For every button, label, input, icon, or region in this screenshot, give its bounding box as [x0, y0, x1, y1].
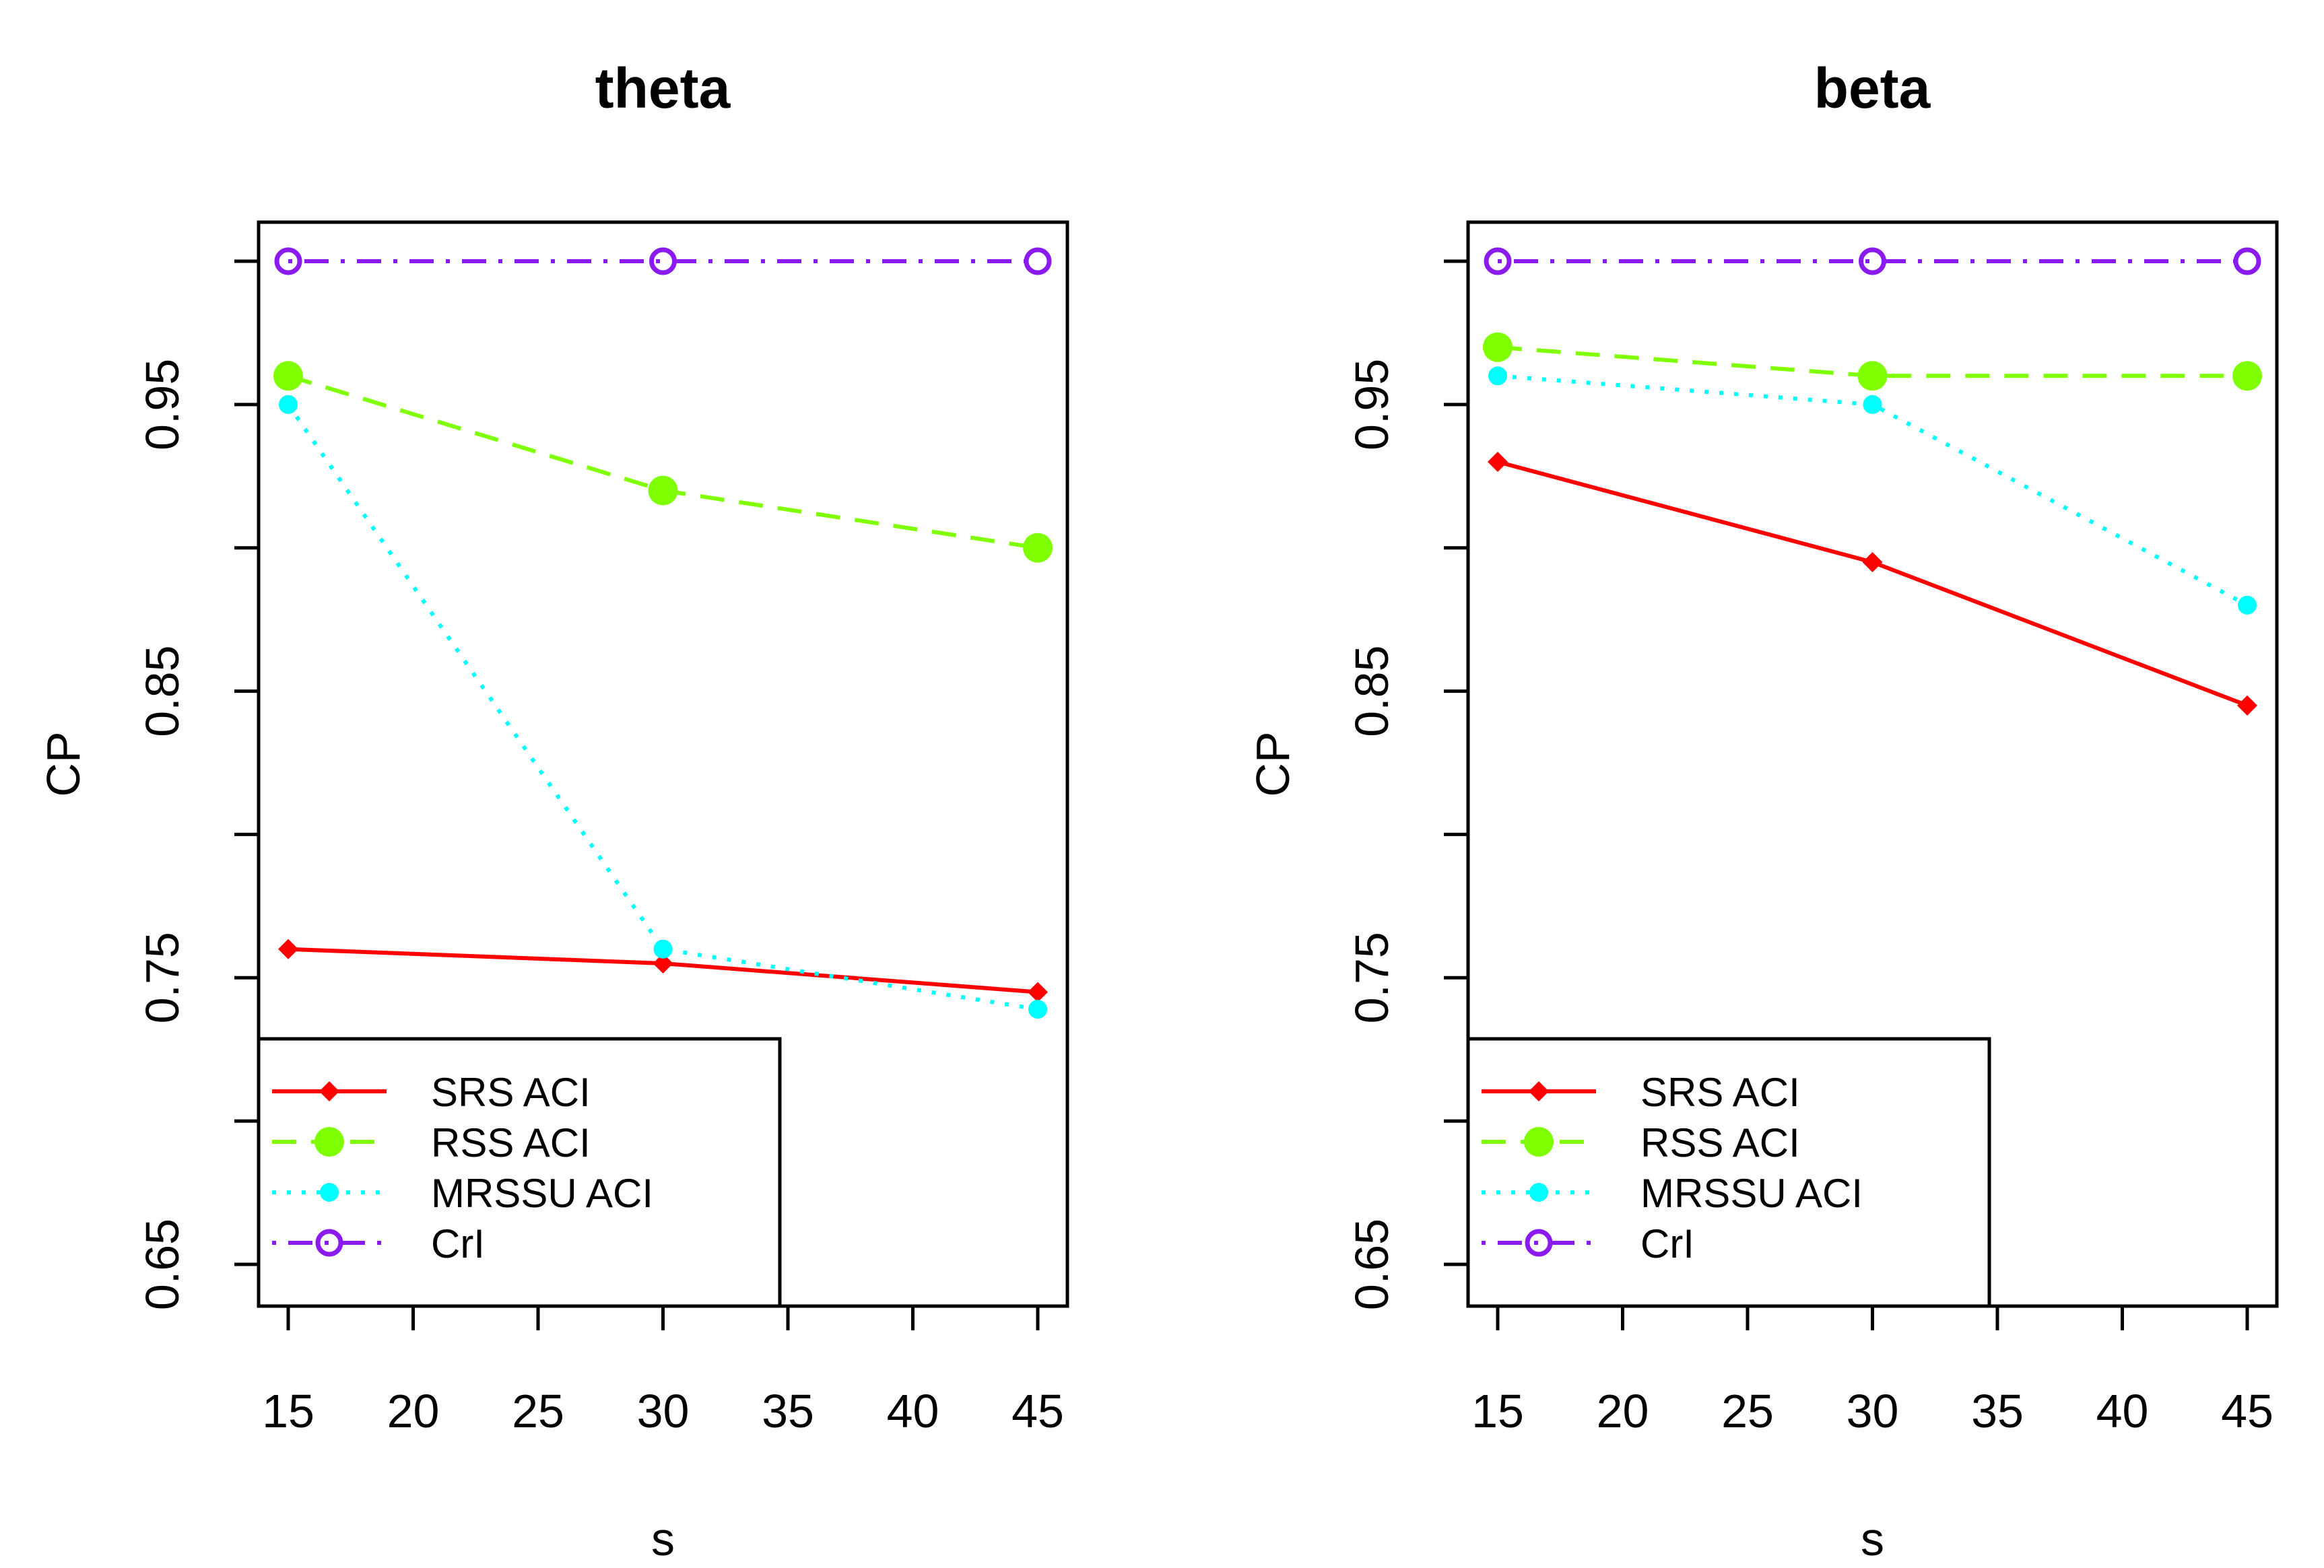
data-point — [653, 939, 673, 959]
y-axis-label: CP — [37, 731, 90, 796]
legend-marker — [319, 1081, 339, 1101]
legend-label: MRSSU ACI — [431, 1171, 653, 1216]
y-tick-label: 0.95 — [136, 359, 189, 450]
legend-box — [257, 1037, 782, 1308]
legend-marker — [1529, 1081, 1549, 1101]
series-rss-aci — [1483, 332, 2262, 391]
y-axis-label: CP — [1247, 731, 1299, 796]
data-point — [648, 475, 678, 506]
data-point — [2237, 695, 2257, 716]
legend-marker — [320, 1183, 339, 1202]
legend-label: RSS ACI — [431, 1120, 591, 1165]
y-tick-label: 0.75 — [1346, 932, 1398, 1023]
x-axis-label: s — [1861, 1513, 1884, 1565]
legend-marker — [315, 1229, 343, 1257]
legend-marker — [1529, 1183, 1548, 1202]
x-tick-label: 15 — [262, 1385, 314, 1437]
x-tick-label: 35 — [762, 1385, 814, 1437]
chart-title: theta — [595, 57, 731, 120]
legend-marker — [1525, 1229, 1553, 1257]
data-point — [1862, 552, 1883, 572]
series-mrssu-aci — [279, 395, 1047, 1019]
x-tick-label: 45 — [2221, 1385, 2273, 1437]
x-tick-label: 45 — [1011, 1385, 1064, 1437]
data-point — [1859, 247, 1886, 275]
y-tick-label: 0.85 — [1346, 645, 1398, 737]
legend-label: CrI — [1640, 1221, 1694, 1266]
y-tick-label: 0.65 — [136, 1219, 189, 1310]
chart-title: beta — [1814, 57, 1931, 120]
x-tick-label: 20 — [1597, 1385, 1649, 1437]
data-point — [649, 247, 677, 275]
x-tick-label: 25 — [512, 1385, 564, 1437]
panel-beta: beta 15 20 25 30 35 40 45 0.65 0.75 0.85 0.95 s CP SRS… — [1247, 57, 2279, 1565]
data-point — [1857, 361, 1888, 391]
data-point — [2233, 247, 2261, 275]
data-point — [1488, 452, 1508, 472]
legend-box — [1466, 1037, 1991, 1308]
data-point — [1028, 1000, 1047, 1019]
series-srs-aci — [278, 939, 1048, 1002]
legend-label: SRS ACI — [431, 1070, 591, 1115]
data-point — [1023, 533, 1053, 563]
series-line — [1497, 345, 2247, 378]
series-cri — [274, 247, 1052, 275]
x-tick-label: 40 — [2096, 1385, 2149, 1437]
x-tick-label: 30 — [637, 1385, 690, 1437]
data-point — [1024, 247, 1052, 275]
data-point — [653, 953, 673, 974]
data-point — [1483, 332, 1513, 362]
data-point — [273, 361, 303, 391]
y-tick-label: 0.95 — [1346, 359, 1398, 450]
x-tick-label: 30 — [1847, 1385, 1899, 1437]
data-point — [2238, 595, 2257, 615]
legend-label: CrI — [431, 1221, 485, 1266]
data-point — [1484, 247, 1512, 275]
legend: SRS ACI RSS ACI MRSSU ACI CrI — [1466, 1037, 1991, 1308]
y-tick-label: 0.65 — [1346, 1219, 1398, 1310]
x-tick-label: 35 — [1971, 1385, 2024, 1437]
data-point — [274, 247, 302, 275]
data-point — [278, 939, 298, 959]
series-srs-aci — [1488, 452, 2257, 716]
x-tick-label: 20 — [387, 1385, 440, 1437]
x-axis-label: s — [651, 1513, 675, 1565]
data-point — [1863, 395, 1882, 414]
x-tick-label: 40 — [887, 1385, 939, 1437]
legend-marker — [1524, 1127, 1554, 1157]
legend-label: MRSSU ACI — [1640, 1171, 1863, 1216]
legend-label: SRS ACI — [1640, 1070, 1800, 1115]
data-point — [279, 395, 298, 414]
x-tick-label: 15 — [1471, 1385, 1524, 1437]
data-point — [1028, 982, 1048, 1002]
data-point — [2232, 361, 2262, 391]
y-tick-label: 0.75 — [136, 932, 189, 1023]
legend-marker — [314, 1127, 344, 1157]
series-cri — [1484, 247, 2261, 275]
panel-theta: theta 15 20 25 30 35 40 45 0.65 0.75 0.85 0.95 s CP SR… — [37, 57, 1069, 1565]
x-tick-label: 25 — [1721, 1385, 1774, 1437]
series-mrssu-aci — [1488, 366, 2257, 615]
y-tick-label: 0.85 — [136, 645, 189, 737]
data-point — [1488, 366, 1507, 386]
series-rss-aci — [273, 361, 1053, 563]
legend-label: RSS ACI — [1640, 1120, 1800, 1165]
legend: SRS ACI RSS ACI MRSSU ACI CrI — [257, 1037, 782, 1308]
